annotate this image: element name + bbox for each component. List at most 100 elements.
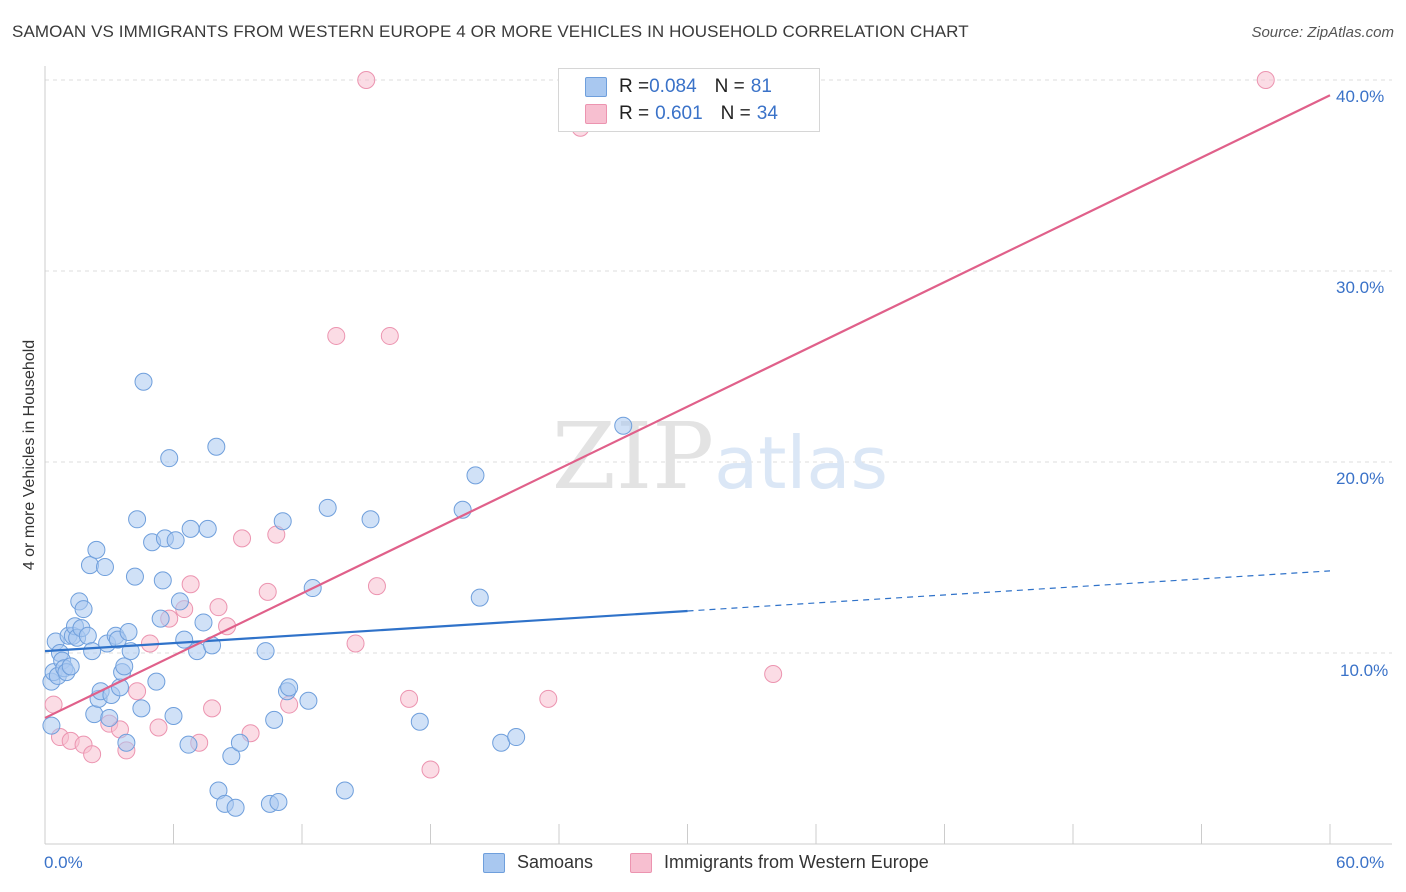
data-point-immigrants [209,598,228,617]
data-point-immigrants [367,577,386,596]
data-point-samoans [280,678,299,697]
data-point-samoans [80,556,99,575]
legend-r-label: R = [619,103,650,124]
data-point-immigrants [128,682,147,701]
data-point-samoans [153,571,172,590]
data-point-immigrants [539,689,558,708]
legend-item-immigrants[interactable]: Immigrants from Western Europe [630,852,929,873]
legend-n-label: N = [714,76,745,97]
data-point-immigrants [203,699,222,718]
data-point-samoans [269,792,288,811]
data-point-samoans [42,716,61,735]
data-point-samoans [74,600,93,619]
data-point-samoans [614,416,633,435]
y-axis-label: 4 or more Vehicles in Household [21,339,38,571]
immigrants-swatch [630,852,652,873]
data-point-samoans [166,531,185,550]
grid-lines [45,79,1392,654]
data-point-samoans [175,630,194,649]
data-point-immigrants [258,582,277,601]
y-tick-label-30: 30.0% [1336,278,1385,297]
data-point-immigrants [346,634,365,653]
data-point-samoans [335,781,354,800]
data-point-immigrants [83,745,102,764]
watermark-zip: ZIP [552,403,714,510]
legend-item-samoans[interactable]: Samoans [483,852,593,873]
data-point-samoans [361,510,380,529]
legend-r-value: 0.601 [655,103,703,124]
data-point-samoans [100,708,119,727]
data-point-samoans [207,437,226,456]
x-tick-label-max: 60.0% [1336,853,1385,872]
data-point-samoans [160,449,179,468]
watermark-atlas: atlas [714,421,888,505]
data-point-samoans [265,710,284,729]
data-point-samoans [299,691,318,710]
data-point-samoans [147,672,166,691]
legend-swatch-immigrants [585,104,607,124]
legend-n-value: 34 [756,103,778,124]
samoans-swatch [483,852,505,873]
data-point-samoans [78,626,97,645]
legend-swatch-samoans [585,77,607,97]
y-tick-label-10: 10.0% [1340,661,1389,680]
data-point-samoans [230,733,249,752]
data-point-samoans [117,733,136,752]
data-point-samoans [410,712,429,731]
data-point-samoans [194,613,213,632]
x-tick-label-min: 0.0% [44,853,83,872]
data-point-samoans [83,642,102,661]
chart-title: SAMOAN VS IMMIGRANTS FROM WESTERN EUROPE… [12,22,969,41]
data-point-samoans [85,705,104,724]
data-point-samoans [470,588,489,607]
data-point-samoans [132,699,151,718]
data-point-immigrants [380,326,399,345]
data-point-immigrants [400,689,419,708]
data-point-samoans [273,512,292,531]
data-point-samoans [87,540,106,559]
data-point-samoans [170,592,189,611]
trend-lines [44,94,1331,719]
data-point-samoans [151,609,170,628]
data-point-samoans [61,657,80,676]
source-label: Source: ZipAtlas.com [1251,24,1394,41]
legend-r-value: 0.084 [649,76,697,97]
data-point-samoans [119,622,138,641]
data-point-samoans [507,728,526,747]
data-point-immigrants [421,760,440,779]
legend-item-label: Samoans [517,852,594,872]
data-point-samoans [115,657,134,676]
data-point-immigrants [233,529,252,548]
data-point-immigrants [764,665,783,684]
data-point-immigrants [181,575,200,594]
legend-n-value: 81 [750,76,772,97]
watermark: ZIPatlas [552,403,888,510]
series-legend: Samoans Immigrants from Western Europe [0,852,1406,876]
data-point-samoans [198,519,217,538]
data-point-immigrants [327,326,346,345]
legend-r-label: R = [619,76,650,97]
data-point-samoans [95,558,114,577]
series-samoans-points [42,372,633,817]
trend-line-samoans [44,609,688,653]
data-point-samoans [134,372,153,391]
legend-row-immigrants: R = 0.601 N = 34 [585,102,778,126]
data-point-immigrants [357,71,376,89]
correlation-legend: R = 0.084 N = 81 R = 0.601 N = 34 [558,68,820,132]
data-point-samoans [128,510,147,529]
data-point-samoans [256,642,275,661]
axes [44,66,1392,845]
data-point-samoans [164,707,183,726]
y-tick-label-40: 40.0% [1336,87,1385,106]
data-point-samoans [318,498,337,517]
data-point-samoans [222,747,241,766]
data-point-samoans [492,733,511,752]
legend-n-label: N = [720,103,751,124]
data-point-samoans [179,735,198,754]
y-tick-label-20: 20.0% [1336,469,1385,488]
trend-line-immigrants [44,94,1331,719]
data-point-samoans [226,798,245,817]
data-point-immigrants [1256,71,1275,89]
legend-row-samoans: R = 0.084 N = 81 [585,75,772,99]
